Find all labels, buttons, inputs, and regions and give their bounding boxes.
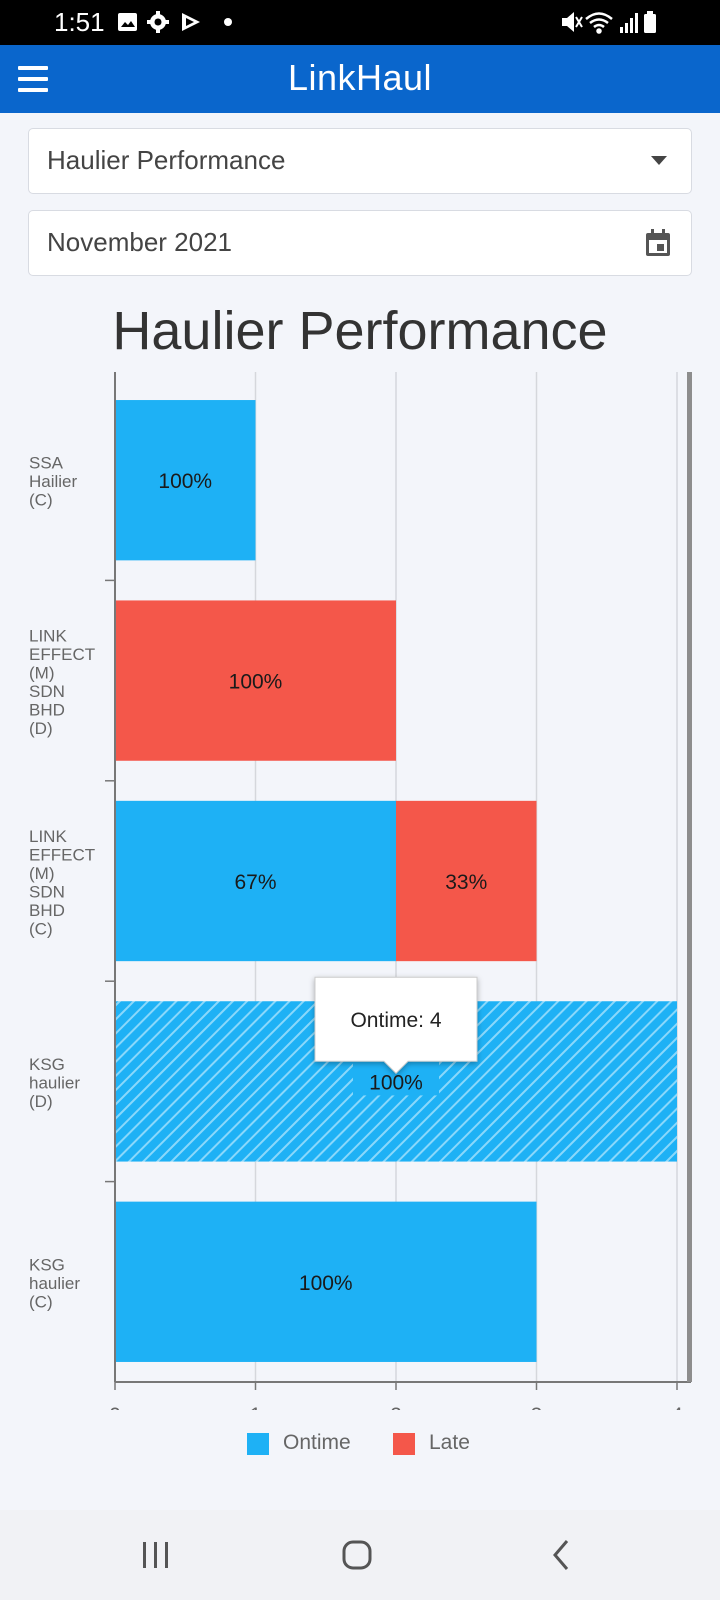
menu-button[interactable] — [14, 58, 56, 100]
x-tick-label: 3 — [531, 1404, 543, 1410]
x-tick-label: 0 — [109, 1404, 121, 1410]
x-axis-tick-labels: 0 1 2 3 4 — [109, 1404, 683, 1410]
data-label: 67% — [234, 871, 276, 894]
report-type-value: Haulier Performance — [47, 145, 286, 175]
status-time: 1:51 — [54, 7, 105, 37]
gallery-icon — [118, 13, 137, 31]
mute-icon — [562, 12, 583, 32]
legend-label-ontime: Ontime — [283, 1431, 351, 1454]
back-icon[interactable] — [545, 1538, 581, 1574]
status-right-icons — [562, 11, 656, 34]
y-category-label: KSG haulier (C) — [29, 1255, 80, 1311]
app-title: LinkHaul — [287, 57, 433, 98]
report-type-select[interactable]: Haulier Performance — [28, 128, 692, 194]
y-category-label: KSG haulier (D) — [29, 1055, 80, 1111]
y-axis-labels: SSA Hailier (C) LINK EFFECT (M) SDN BHD (D) LINK E… — [29, 454, 95, 1312]
data-label: 100% — [299, 1272, 353, 1295]
signal-icon — [620, 13, 638, 33]
bars: 100% 100% 67% 33% 100% 100% — [115, 400, 677, 1362]
period-date-field[interactable]: November 2021 — [28, 210, 692, 276]
bar-ontime[interactable] — [115, 400, 256, 561]
battery-icon — [644, 11, 656, 33]
axes — [105, 372, 692, 1390]
chart-title: Haulier Performance — [112, 301, 608, 361]
chart-legend: Ontime Late — [0, 1430, 720, 1460]
caret-down-icon — [651, 156, 667, 165]
settings-icon — [147, 11, 169, 33]
x-tick-label: 2 — [390, 1404, 402, 1410]
home-icon[interactable] — [340, 1538, 376, 1574]
recents-icon[interactable] — [138, 1538, 174, 1574]
haulier-performance-chart: 100% 100% 67% 33% 100% 100% SSA Hailier (C) LINK… — [29, 372, 692, 1410]
wifi-icon — [585, 12, 613, 34]
y-category-label: LINK EFFECT (M) SDN BHD (C) — [29, 827, 95, 939]
period-value: November 2021 — [47, 227, 232, 257]
y-category-label: SSA Hailier (C) — [29, 454, 78, 510]
dot-icon — [224, 18, 232, 26]
bar-late[interactable] — [396, 800, 537, 962]
status-left-icons — [118, 11, 232, 33]
legend-swatch-ontime — [247, 1433, 269, 1455]
legend-swatch-late — [393, 1433, 415, 1455]
data-label: 100% — [369, 1071, 423, 1094]
status-bar: 1:51 — [0, 0, 720, 45]
tooltip-box — [314, 976, 478, 1074]
data-label: 33% — [445, 871, 487, 894]
calendar-icon — [646, 229, 670, 256]
x-tick-label: 1 — [250, 1404, 262, 1410]
bar-late[interactable] — [115, 600, 396, 761]
app-header: LinkHaul — [0, 45, 720, 113]
tooltip-text: Ontime: 4 — [350, 1009, 441, 1032]
legend-label-late: Late — [429, 1431, 470, 1454]
data-label: 100% — [158, 470, 212, 493]
bar-ontime[interactable] — [115, 800, 396, 962]
play-store-icon — [182, 13, 200, 31]
chart-scrollbar[interactable] — [687, 372, 692, 1382]
x-tick-label: 4 — [671, 1404, 683, 1410]
bar-ontime[interactable] — [115, 1201, 537, 1362]
data-label: 100% — [229, 671, 283, 694]
system-nav-bar — [0, 1510, 720, 1600]
tooltip: Ontime: 4 — [314, 976, 478, 1074]
y-category-label: LINK EFFECT (M) SDN BHD (D) — [29, 626, 95, 738]
hamburger-menu-icon — [18, 66, 48, 70]
